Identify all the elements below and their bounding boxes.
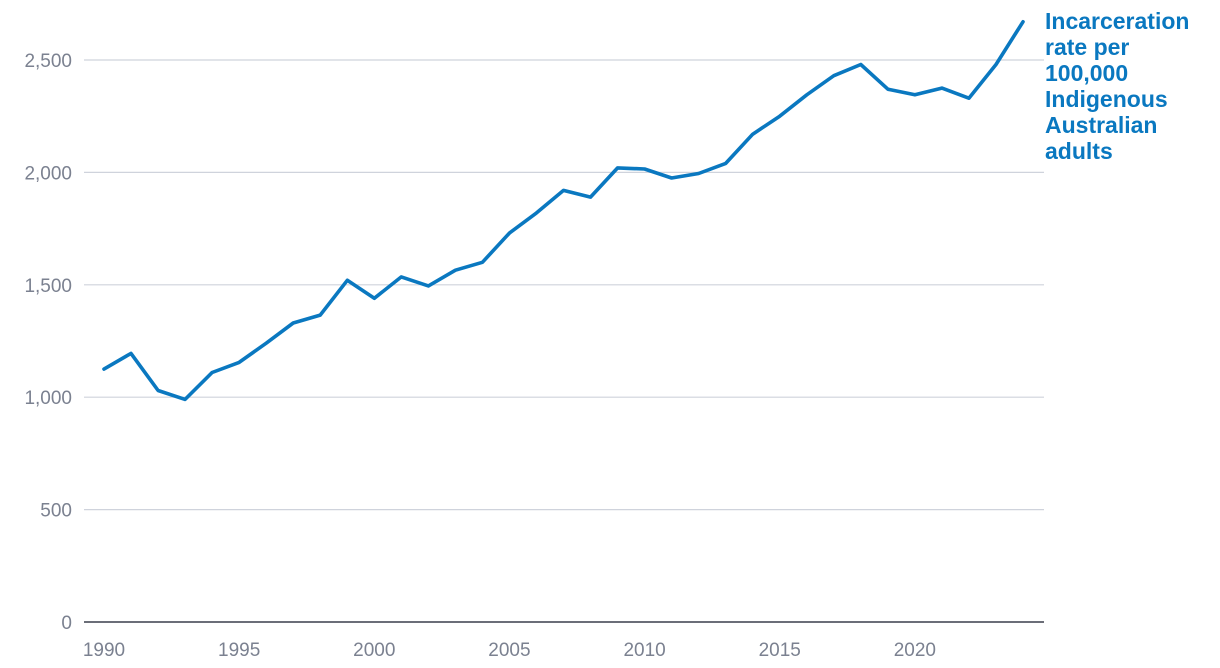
series-label: Incarceration rate per 100,000 Indigenous Au… — [1045, 8, 1189, 164]
y-tick-label: 500 — [40, 501, 72, 522]
series-lines — [102, 19, 1025, 402]
x-tick-label: 2020 — [894, 640, 936, 661]
y-tick-label: 0 — [61, 613, 72, 634]
x-axis-tick-labels: 1990 1995 2000 2005 2010 2015 2020 — [83, 640, 936, 661]
series-label-line: rate per — [1045, 34, 1129, 60]
series-label-line: Incarceration — [1045, 8, 1189, 34]
x-tick-label: 1990 — [83, 640, 125, 661]
series-labels: Incarceration rate per 100,000 Indigenous Au… — [1045, 8, 1189, 164]
y-tick-label: 2,500 — [24, 51, 72, 72]
series-label-line: Indigenous — [1045, 86, 1168, 112]
x-tick-label: 2005 — [488, 640, 530, 661]
x-tick-label: 2000 — [353, 640, 395, 661]
x-tick-label: 2015 — [759, 640, 801, 661]
y-tick-label: 1,500 — [24, 276, 72, 297]
y-tick-label: 2,000 — [24, 163, 72, 184]
series-label-line: 100,000 — [1045, 60, 1128, 86]
gridlines — [84, 59, 1044, 511]
series-label-line: adults — [1045, 138, 1113, 164]
y-axis-tick-labels: 0 500 1,000 1,500 2,000 2,500 — [24, 51, 72, 634]
series-label-line: Australian — [1045, 112, 1157, 138]
y-tick-label: 1,000 — [24, 388, 72, 409]
x-tick-label: 2010 — [623, 640, 665, 661]
series-line-incarceration-rate — [102, 19, 1025, 402]
x-tick-label: 1995 — [218, 640, 260, 661]
